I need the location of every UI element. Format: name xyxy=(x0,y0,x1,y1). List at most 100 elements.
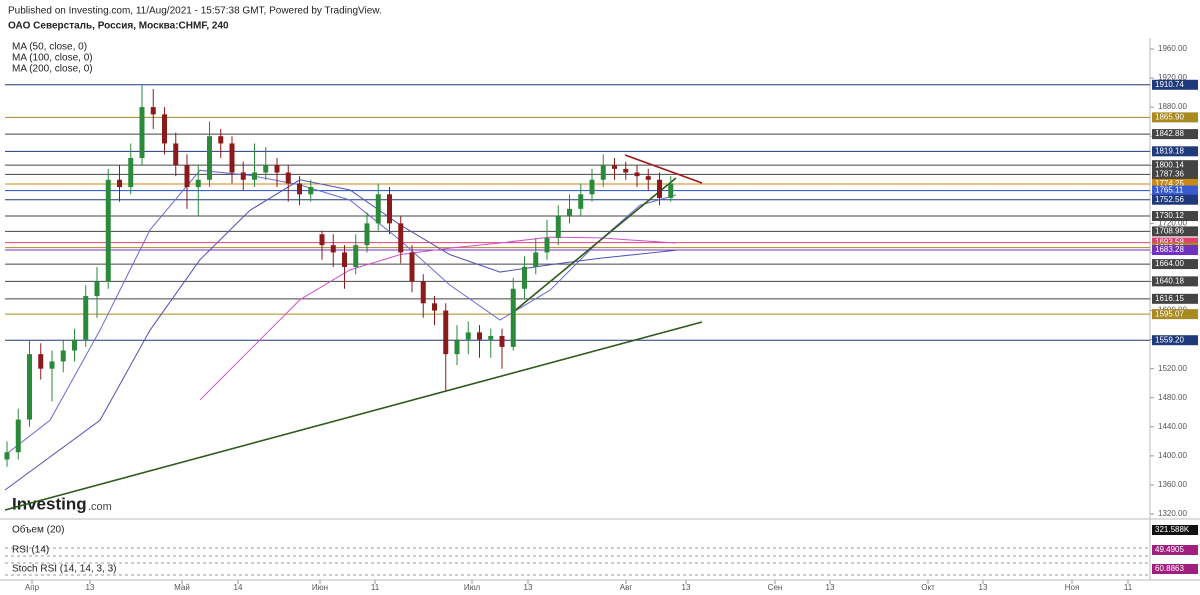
candle-body xyxy=(72,339,77,351)
candle-body xyxy=(387,194,392,224)
y-tick-label: 1440.00 xyxy=(1158,422,1187,431)
candle-body xyxy=(488,335,494,340)
candle-body xyxy=(263,165,269,173)
level-label: 1559.20 xyxy=(1155,335,1184,344)
candle-body xyxy=(364,223,370,246)
x-tick-label: Июл xyxy=(464,583,481,592)
trendline xyxy=(511,177,677,314)
y-tick-label: 1480.00 xyxy=(1158,393,1187,402)
pane-value: 60.8863 xyxy=(1155,564,1184,573)
candle-body xyxy=(567,208,572,217)
candle-body xyxy=(38,354,44,369)
candle-body xyxy=(27,354,32,420)
x-tick-label: 13 xyxy=(86,583,95,592)
level-label-bg xyxy=(1152,237,1198,248)
candle-body xyxy=(555,216,561,238)
trendline xyxy=(624,154,703,184)
candle-body xyxy=(623,168,629,173)
candle-body xyxy=(432,303,437,311)
candle-body xyxy=(274,165,280,173)
y-tick-label: 1520.00 xyxy=(1158,364,1187,373)
candle-body xyxy=(353,245,359,267)
candle-body xyxy=(477,332,482,340)
candle-body xyxy=(668,183,674,198)
x-tick-label: Ноя xyxy=(1065,583,1080,592)
candle-body xyxy=(308,187,314,195)
candle-body xyxy=(409,252,415,282)
level-label: 1708.96 xyxy=(1155,227,1184,236)
level-label: 1910.74 xyxy=(1155,80,1184,89)
candle-body xyxy=(330,245,336,253)
candle-body xyxy=(420,281,426,304)
candle-body xyxy=(162,114,167,144)
level-label-bg xyxy=(1152,245,1198,256)
candle-body xyxy=(544,237,550,253)
candle-body xyxy=(94,281,100,297)
candle-body xyxy=(600,165,606,180)
level-label-bg xyxy=(1152,160,1198,171)
moving-average xyxy=(199,236,677,401)
legend-entry: MA (100, close, 0) xyxy=(12,53,93,64)
candle-body xyxy=(117,179,122,188)
pane-title: Stoch RSI (14, 14, 3, 3) xyxy=(12,564,117,575)
candle-body xyxy=(657,179,662,198)
level-label: 1730.12 xyxy=(1155,211,1184,220)
x-tick-label: 13 xyxy=(524,583,533,592)
candle-body xyxy=(533,252,539,267)
x-tick-label: Авг xyxy=(620,583,633,592)
candle-body xyxy=(229,143,235,173)
x-tick-label: 13 xyxy=(682,583,691,592)
level-label-bg xyxy=(1152,226,1198,237)
x-tick-label: Сен xyxy=(768,583,783,592)
candle-body xyxy=(645,176,651,180)
y-tick-label: 1360.00 xyxy=(1158,480,1187,489)
level-label: 1693.58 xyxy=(1155,238,1184,247)
level-label-bg xyxy=(1152,185,1198,196)
candle-body xyxy=(297,183,302,195)
candle-body xyxy=(83,296,89,340)
x-tick-label: Июн xyxy=(312,583,328,592)
level-label-bg xyxy=(1152,112,1198,123)
y-tick-label: 1880.00 xyxy=(1158,102,1187,111)
level-label-bg xyxy=(1152,276,1198,287)
moving-average xyxy=(4,179,677,491)
legend-entry: MA (200, close, 0) xyxy=(12,64,93,75)
level-label: 1865.90 xyxy=(1155,112,1184,121)
level-label: 1774.25 xyxy=(1155,179,1184,188)
level-label-bg xyxy=(1152,194,1198,205)
x-tick-label: Май xyxy=(174,583,190,592)
candle-body xyxy=(342,252,347,267)
candle-body xyxy=(510,288,516,347)
candle-body xyxy=(184,165,190,188)
level-label: 1664.00 xyxy=(1155,259,1184,268)
pane-value: 49.4905 xyxy=(1155,545,1184,554)
pane-value-bg xyxy=(1152,564,1198,574)
candle-body xyxy=(522,266,527,289)
x-tick-label: 14 xyxy=(234,583,243,592)
candle-body xyxy=(454,339,460,355)
candle-body xyxy=(4,452,10,460)
level-label-bg xyxy=(1152,169,1198,180)
pane-value: 321.588K xyxy=(1155,525,1190,534)
level-label-bg xyxy=(1152,146,1198,157)
x-tick-label: Апр xyxy=(25,583,40,592)
candle-body xyxy=(195,179,201,188)
logo: Investing xyxy=(12,494,87,513)
level-label: 1800.14 xyxy=(1155,160,1184,169)
level-label-bg xyxy=(1152,211,1198,222)
candle-body xyxy=(240,172,246,180)
trendline xyxy=(4,321,703,511)
chart-title: ОАО Северсталь, Россия, Москва:CHMF, 240 xyxy=(8,21,229,32)
level-label-bg xyxy=(1152,129,1198,140)
candle-body xyxy=(285,172,291,184)
level-label-bg xyxy=(1152,309,1198,320)
candle-body xyxy=(128,157,134,188)
level-label: 1842.88 xyxy=(1155,129,1184,138)
level-label-bg xyxy=(1152,259,1198,270)
candle-body xyxy=(60,350,66,362)
candle-body xyxy=(634,172,640,177)
candle-body xyxy=(465,332,471,340)
y-tick-label: 1920.00 xyxy=(1158,73,1187,82)
logo-suffix: .com xyxy=(88,501,112,513)
candle-body xyxy=(499,335,505,347)
